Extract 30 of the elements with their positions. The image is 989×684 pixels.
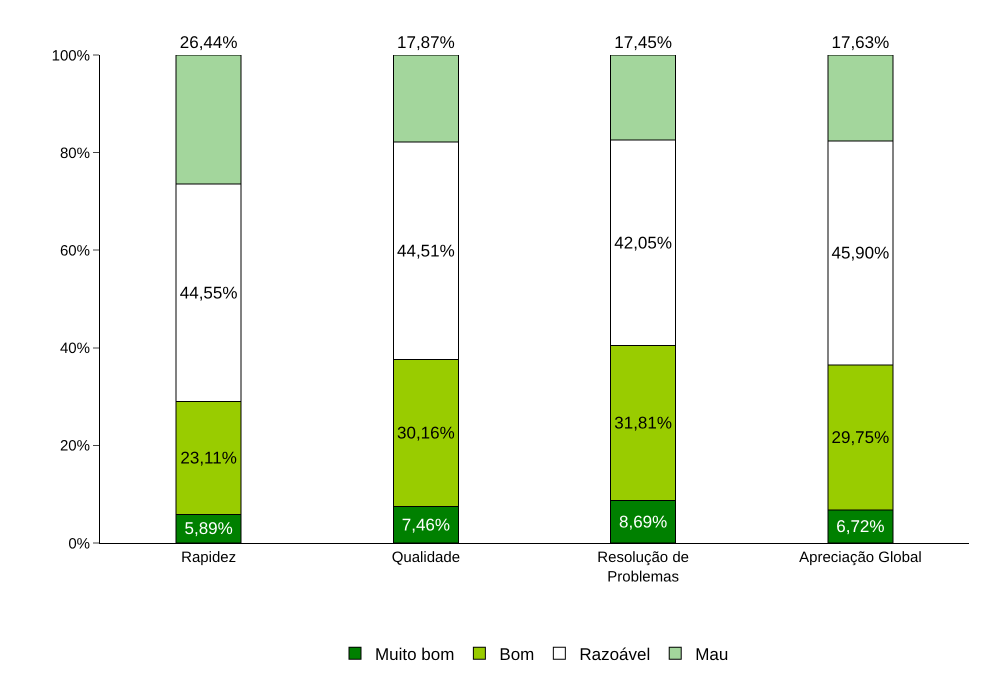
data-label: 17,63%: [832, 33, 890, 52]
y-tick-label: 0%: [68, 535, 90, 552]
data-label: 44,55%: [180, 283, 238, 302]
data-label: 17,45%: [614, 33, 672, 52]
data-label: 29,75%: [832, 428, 890, 448]
data-label: 17,87%: [397, 33, 455, 52]
y-tick-label: 40%: [60, 340, 90, 358]
data-label: 26,44%: [180, 33, 238, 52]
data-label: 6,72%: [836, 517, 884, 536]
legend-label: Mau: [695, 644, 728, 664]
data-label: 44,51%: [397, 241, 455, 260]
data-label: 5,89%: [184, 519, 233, 538]
x-tick-label: Apreciação Global: [799, 549, 922, 566]
data-label: 23,11%: [180, 448, 237, 468]
legend-label: Muito bom: [375, 644, 454, 664]
y-tick-label: 20%: [60, 438, 90, 455]
x-tick-label: Rapidez: [181, 549, 236, 566]
y-tick-label: 100%: [52, 47, 90, 64]
data-label: 42,05%: [614, 233, 672, 252]
data-label: 30,16%: [397, 424, 455, 443]
data-label: 45,90%: [832, 244, 890, 263]
legend-label: Bom: [499, 644, 534, 664]
x-tick-label: Resolução de Problemas: [597, 549, 689, 586]
x-tick-label: Qualidade: [392, 549, 460, 566]
legend-label: Razoável: [579, 644, 650, 664]
data-label: 8,69%: [619, 512, 668, 532]
data-label: 7,46%: [402, 515, 450, 534]
data-label: 31,81%: [614, 413, 672, 432]
y-tick-label: 60%: [60, 242, 90, 260]
y-tick-label: 80%: [60, 144, 90, 162]
